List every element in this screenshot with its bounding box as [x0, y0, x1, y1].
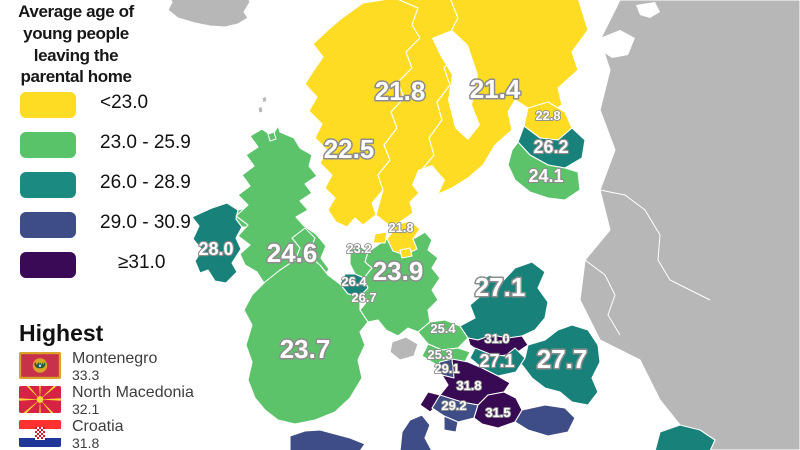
svg-text:21.8: 21.8	[375, 76, 426, 106]
svg-text:31.5: 31.5	[485, 405, 510, 420]
svg-text:26.7: 26.7	[351, 290, 376, 305]
svg-text:26.2: 26.2	[533, 137, 568, 157]
svg-text:23.7: 23.7	[280, 334, 331, 364]
svg-text:31.0: 31.0	[484, 331, 509, 346]
svg-text:27.1: 27.1	[479, 351, 514, 371]
svg-text:21.4: 21.4	[470, 74, 521, 104]
svg-text:29.2: 29.2	[441, 398, 466, 413]
svg-text:23.2: 23.2	[346, 241, 371, 256]
svg-text:25.4: 25.4	[430, 321, 456, 336]
svg-text:31.8: 31.8	[456, 378, 481, 393]
svg-text:23.9: 23.9	[373, 256, 424, 286]
svg-text:22.5: 22.5	[324, 134, 375, 164]
svg-text:27.7: 27.7	[537, 344, 588, 374]
svg-text:22.8: 22.8	[535, 108, 560, 123]
svg-text:24.1: 24.1	[528, 166, 563, 186]
svg-text:27.1: 27.1	[475, 272, 526, 302]
svg-text:21.8: 21.8	[388, 220, 413, 235]
svg-text:25.3: 25.3	[427, 347, 452, 362]
svg-text:29.1: 29.1	[434, 361, 459, 376]
svg-text:26.4: 26.4	[341, 274, 367, 289]
